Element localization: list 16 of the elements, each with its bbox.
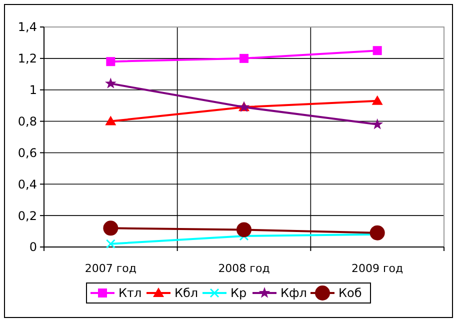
y-tick-label: 0,8	[18, 114, 37, 128]
x-tick-label: 2008 год	[218, 262, 270, 275]
legend-label: Кр	[230, 286, 247, 300]
legend-label: Ктл	[118, 286, 142, 300]
y-tick-label: 1,2	[18, 52, 37, 66]
legend-label: Коб	[338, 286, 362, 300]
x-tick-label: 2007 год	[84, 262, 137, 275]
legend-label: Кбл	[174, 286, 198, 300]
y-tick-label: 0	[29, 240, 37, 254]
y-tick-label: 0,4	[18, 177, 37, 192]
y-tick-label: 1	[29, 83, 37, 98]
y-tick-label: 0,6	[18, 146, 37, 160]
legend-label: Кфл	[280, 286, 307, 300]
x-tick-label: 2009 год	[352, 262, 404, 275]
y-tick-label: 1,4	[18, 20, 37, 34]
y-tick-label: 0,2	[18, 208, 37, 223]
